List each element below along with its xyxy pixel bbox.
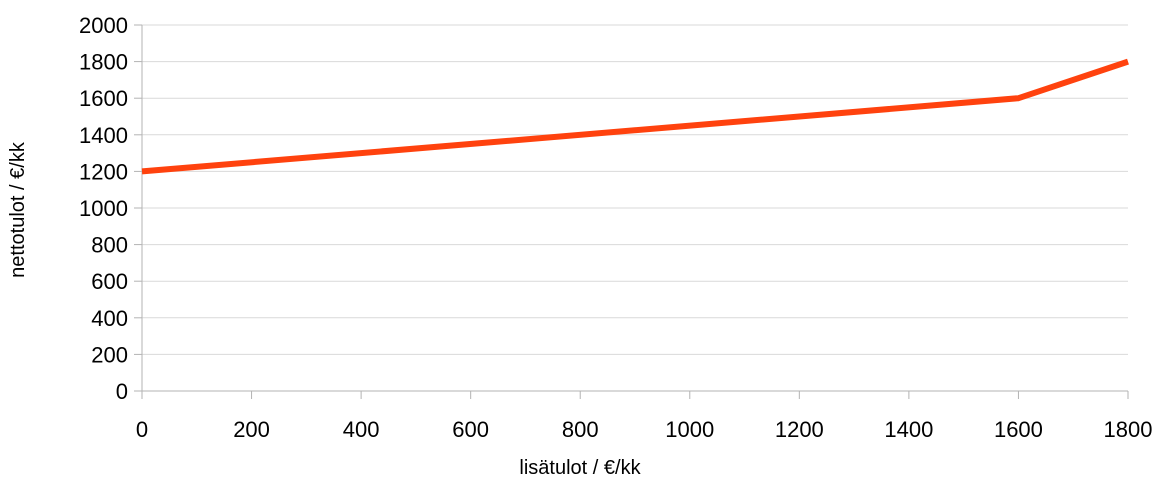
x-tick-label: 1200 xyxy=(775,417,824,442)
y-tick-label: 1200 xyxy=(79,159,128,184)
y-tick-label: 1800 xyxy=(79,50,128,75)
y-tick-label: 800 xyxy=(91,233,128,258)
y-tick-label: 0 xyxy=(116,379,128,404)
y-tick-label: 600 xyxy=(91,269,128,294)
x-tick-label: 800 xyxy=(562,417,599,442)
x-tick-label: 200 xyxy=(233,417,270,442)
y-tick-label: 200 xyxy=(91,342,128,367)
axes xyxy=(134,24,1129,399)
series-line xyxy=(141,58,1129,175)
x-tick-label: 1000 xyxy=(665,417,714,442)
y-tick-labels: 0 200 400 600 800 1000 1200 1400 1600 1800 2000 xyxy=(79,13,128,404)
x-tick-label: 0 xyxy=(136,417,148,442)
x-axis-title: lisätulot / €/kk xyxy=(519,457,641,479)
x-tick-label: 1400 xyxy=(884,417,933,442)
y-tick-label: 2000 xyxy=(79,13,128,38)
y-tick-label: 1000 xyxy=(79,196,128,221)
x-tick-label: 600 xyxy=(452,417,489,442)
x-tick-labels: 0 200 400 600 800 1000 1200 1400 1600 1800 xyxy=(136,417,1153,442)
y-tick-label: 400 xyxy=(91,306,128,331)
x-tick-label: 1800 xyxy=(1104,417,1153,442)
x-tick-label: 1600 xyxy=(994,417,1043,442)
x-tick-label: 400 xyxy=(343,417,380,442)
y-tick-label: 1600 xyxy=(79,86,128,111)
series-group xyxy=(141,58,1129,175)
gridlines xyxy=(142,24,1128,355)
y-tick-label: 1400 xyxy=(79,123,128,148)
y-axis-title: nettotulot / €/kk xyxy=(7,141,29,278)
